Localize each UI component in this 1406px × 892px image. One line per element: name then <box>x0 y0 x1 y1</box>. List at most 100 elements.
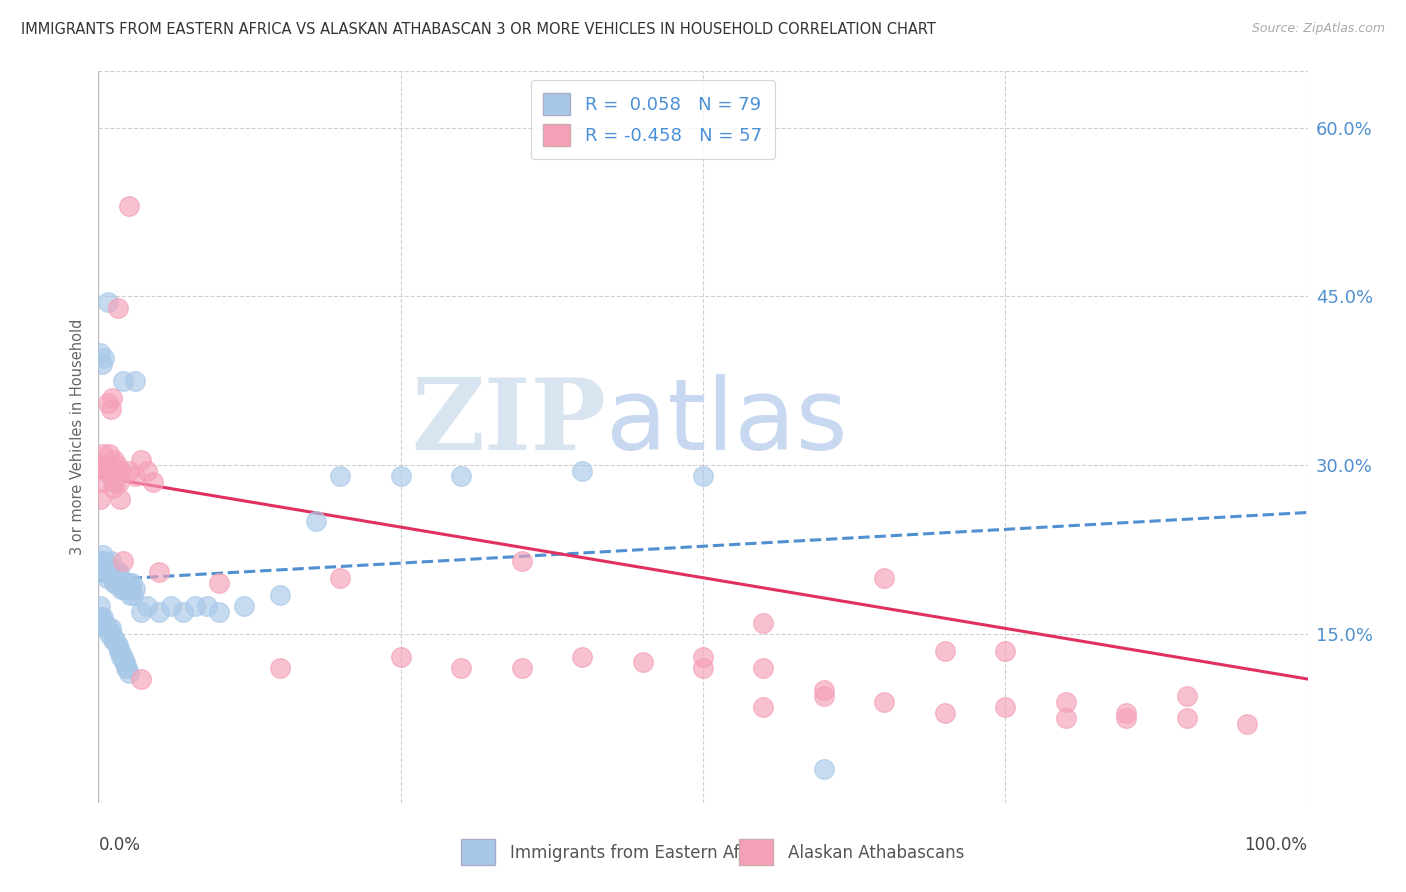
Point <box>122 588 145 602</box>
Point <box>94 464 117 478</box>
Point <box>98 447 121 461</box>
FancyBboxPatch shape <box>740 839 773 865</box>
Point <box>118 576 141 591</box>
Point <box>110 582 132 596</box>
Point <box>389 469 412 483</box>
Point <box>93 458 115 473</box>
Point <box>117 661 139 675</box>
Point <box>510 661 533 675</box>
Point <box>104 475 127 489</box>
Point <box>813 683 835 698</box>
Point <box>115 582 138 596</box>
Point <box>89 345 111 359</box>
Point <box>450 661 472 675</box>
Point <box>813 762 835 776</box>
Point <box>98 565 121 579</box>
Text: atlas: atlas <box>606 374 848 471</box>
Point <box>184 599 207 613</box>
Point <box>692 661 714 675</box>
Point <box>111 582 134 596</box>
Point <box>752 661 775 675</box>
Point <box>692 649 714 664</box>
Point <box>90 458 112 473</box>
Point <box>112 582 135 596</box>
Point <box>101 565 124 579</box>
Point <box>389 649 412 664</box>
Point <box>91 447 114 461</box>
Point <box>692 469 714 483</box>
Point <box>96 464 118 478</box>
Point <box>571 649 593 664</box>
Point <box>1175 689 1198 703</box>
Point <box>108 565 131 579</box>
Point <box>97 621 120 635</box>
Point <box>994 644 1017 658</box>
Point <box>631 655 654 669</box>
Point <box>148 565 170 579</box>
Point <box>305 515 328 529</box>
Point <box>934 644 956 658</box>
Point <box>96 621 118 635</box>
Text: Source: ZipAtlas.com: Source: ZipAtlas.com <box>1251 22 1385 36</box>
Point <box>329 571 352 585</box>
Point <box>111 649 134 664</box>
Point <box>1115 706 1137 720</box>
Text: Immigrants from Eastern Africa: Immigrants from Eastern Africa <box>509 844 769 862</box>
Point <box>115 661 138 675</box>
Point <box>510 554 533 568</box>
Text: Alaskan Athabascans: Alaskan Athabascans <box>787 844 965 862</box>
Point <box>93 615 115 630</box>
Point <box>108 576 131 591</box>
Point <box>97 396 120 410</box>
Point <box>108 644 131 658</box>
Point <box>101 481 124 495</box>
Point <box>108 475 131 489</box>
Point <box>269 588 291 602</box>
Point <box>124 582 146 596</box>
Point <box>110 464 132 478</box>
Point <box>118 588 141 602</box>
Text: 0.0%: 0.0% <box>98 836 141 854</box>
Point <box>93 351 115 366</box>
Point <box>103 576 125 591</box>
Point <box>91 357 114 371</box>
Point <box>98 627 121 641</box>
Point <box>120 582 142 596</box>
Point <box>108 644 131 658</box>
Point <box>111 374 134 388</box>
Point <box>1054 694 1077 708</box>
Point <box>100 571 122 585</box>
FancyBboxPatch shape <box>461 839 495 865</box>
Point <box>107 638 129 652</box>
Point <box>111 554 134 568</box>
Point <box>90 554 112 568</box>
Point <box>118 199 141 213</box>
Point <box>100 401 122 416</box>
Point <box>873 571 896 585</box>
Point <box>160 599 183 613</box>
Text: IMMIGRANTS FROM EASTERN AFRICA VS ALASKAN ATHABASCAN 3 OR MORE VEHICLES IN HOUSE: IMMIGRANTS FROM EASTERN AFRICA VS ALASKA… <box>21 22 936 37</box>
Point <box>329 469 352 483</box>
Point <box>114 576 136 591</box>
Point <box>1054 711 1077 725</box>
Point <box>1236 717 1258 731</box>
Point <box>117 582 139 596</box>
Point <box>100 627 122 641</box>
Point <box>89 491 111 506</box>
Point <box>148 605 170 619</box>
Point <box>135 599 157 613</box>
Point <box>97 295 120 310</box>
Point <box>124 374 146 388</box>
Point <box>89 559 111 574</box>
Y-axis label: 3 or more Vehicles in Household: 3 or more Vehicles in Household <box>69 319 84 555</box>
Point <box>129 672 152 686</box>
Point <box>91 610 114 624</box>
Point <box>195 599 218 613</box>
Point <box>208 605 231 619</box>
Point <box>100 621 122 635</box>
Point <box>107 571 129 585</box>
Point <box>104 576 127 591</box>
Point <box>232 599 254 613</box>
Point <box>101 475 124 489</box>
Point <box>94 559 117 574</box>
